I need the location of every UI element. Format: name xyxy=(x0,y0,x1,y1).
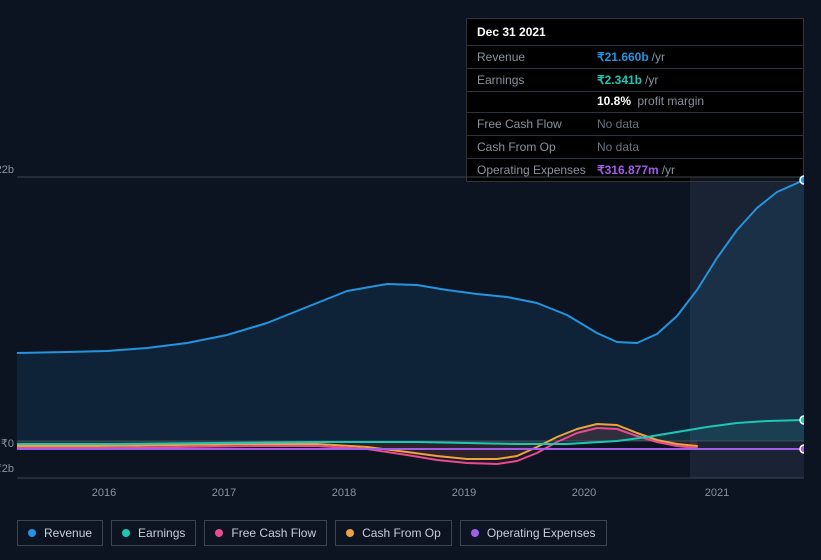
tooltip-label: Free Cash Flow xyxy=(477,117,597,131)
tooltip-value: ₹21.660b/yr xyxy=(597,50,793,64)
tooltip-value: ₹2.341b/yr xyxy=(597,73,793,87)
tooltip-row-revenue: Revenue₹21.660b/yr xyxy=(467,46,803,69)
legend-dot-icon xyxy=(28,529,36,537)
tooltip-date: Dec 31 2021 xyxy=(467,19,803,46)
legend-dot-icon xyxy=(471,529,479,537)
x-axis-label: 2019 xyxy=(452,487,476,499)
legend-dot-icon xyxy=(215,529,223,537)
chart-legend: Revenue Earnings Free Cash Flow Cash From O… xyxy=(17,520,607,546)
y-axis-label: -₹2b xyxy=(0,462,14,475)
x-axis-label: 2021 xyxy=(705,487,729,499)
legend-dot-icon xyxy=(346,529,354,537)
chart-svg xyxy=(17,160,804,480)
legend-label: Operating Expenses xyxy=(487,526,596,540)
tooltip-subrow-earnings: 10.8% profit margin xyxy=(467,92,803,113)
legend-label: Cash From Op xyxy=(362,526,441,540)
tooltip-row-earnings: Earnings₹2.341b/yr xyxy=(467,69,803,92)
tooltip-row-fcf: Free Cash FlowNo data xyxy=(467,113,803,136)
legend-item-cfo[interactable]: Cash From Op xyxy=(335,520,452,546)
tooltip-value: No data xyxy=(597,140,793,154)
legend-item-earnings[interactable]: Earnings xyxy=(111,520,196,546)
y-axis-label: ₹0 xyxy=(0,437,14,450)
tooltip-row-cfo: Cash From OpNo data xyxy=(467,136,803,159)
x-axis-label: 2020 xyxy=(572,487,596,499)
financials-chart[interactable]: ₹22b₹0-₹2b 201620172018201920202021 xyxy=(17,160,804,480)
legend-label: Earnings xyxy=(138,526,185,540)
legend-label: Revenue xyxy=(44,526,92,540)
x-axis-label: 2016 xyxy=(92,487,116,499)
tooltip-label: Revenue xyxy=(477,50,597,64)
legend-item-opex[interactable]: Operating Expenses xyxy=(460,520,607,546)
x-axis-label: 2017 xyxy=(212,487,236,499)
tooltip-label: Cash From Op xyxy=(477,140,597,154)
legend-item-fcf[interactable]: Free Cash Flow xyxy=(204,520,327,546)
tooltip-label: Earnings xyxy=(477,73,597,87)
tooltip-value: No data xyxy=(597,117,793,131)
y-axis-label: ₹22b xyxy=(0,163,14,176)
legend-item-revenue[interactable]: Revenue xyxy=(17,520,103,546)
legend-dot-icon xyxy=(122,529,130,537)
x-axis-label: 2018 xyxy=(332,487,356,499)
chart-tooltip: Dec 31 2021 Revenue₹21.660b/yrEarnings₹2… xyxy=(466,18,804,182)
legend-label: Free Cash Flow xyxy=(231,526,316,540)
